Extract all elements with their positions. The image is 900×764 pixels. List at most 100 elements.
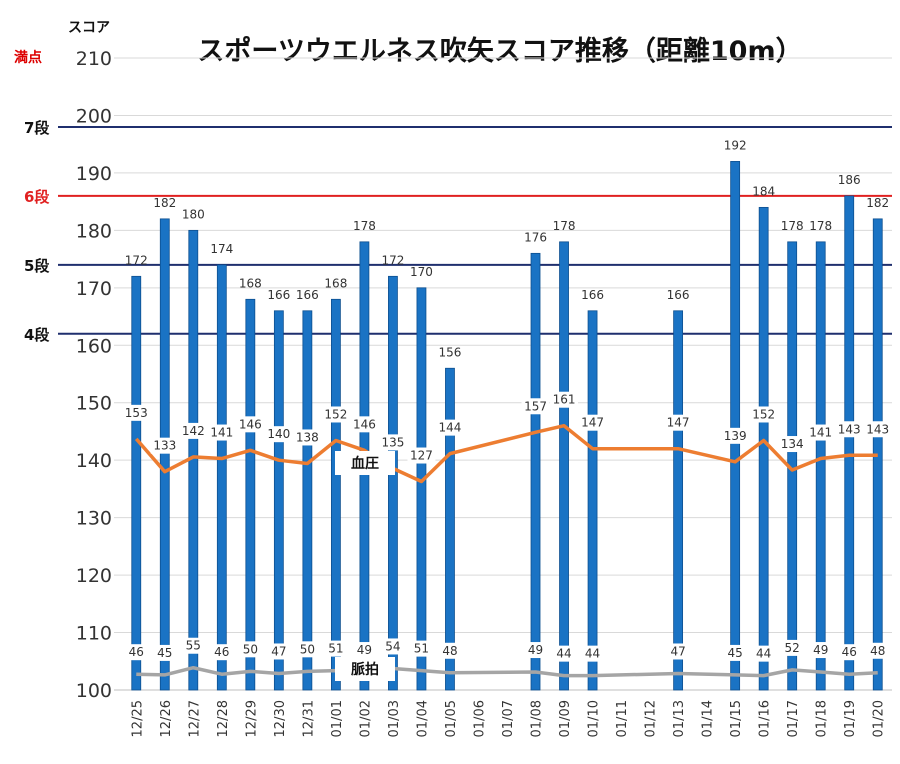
x-tick-label: 01/12 — [644, 700, 659, 737]
pulse-label: 51 — [328, 642, 343, 656]
pulse-label: 50 — [243, 642, 258, 656]
pulse-label-bg — [378, 638, 407, 655]
pulse-label: 44 — [556, 647, 571, 661]
score-bar — [131, 275, 142, 691]
y-axis-title: スコア — [68, 20, 110, 36]
score-bar-label: 182 — [153, 196, 176, 210]
score-bar-label: 178 — [553, 219, 576, 233]
pulse-label: 47 — [271, 644, 286, 658]
score-bar-label: 176 — [524, 230, 547, 244]
pulse-label-bg — [236, 641, 265, 658]
blood-pressure-label-bg — [378, 434, 407, 451]
blood-pressure-label: 153 — [125, 406, 148, 420]
blood-pressure-label-bg — [150, 437, 179, 454]
pulse-series: 46 45 55 46 50 47 50 51 49 54 51 48 49 44 44 47 45 44 52 49… — [122, 637, 892, 678]
pulse-label-bg — [350, 642, 379, 659]
blood-pressure-label-bg — [550, 391, 579, 408]
y-tick-label: 140 — [76, 450, 112, 472]
blood-pressure-label: 157 — [524, 399, 547, 413]
score-bar — [445, 367, 455, 691]
blood-pressure-label-bg — [207, 424, 236, 441]
pulse-label-bg — [264, 643, 293, 660]
score-bar-label: 166 — [581, 288, 604, 302]
blood-pressure-label: 147 — [581, 416, 604, 430]
pulse-label-bg — [150, 644, 179, 661]
pulse-label-bg — [778, 639, 807, 656]
blood-pressure-label-bg — [435, 419, 464, 436]
blood-pressure-label: 141 — [210, 426, 233, 440]
score-bar — [530, 252, 541, 691]
blood-pressure-label-bg — [236, 416, 265, 433]
x-tick-label: 01/16 — [758, 700, 773, 737]
pulse-label: 46 — [129, 645, 144, 659]
pulse-label-bg — [664, 643, 693, 660]
pulse-label: 49 — [813, 643, 828, 657]
pulse-label-bg — [207, 644, 236, 661]
blood-pressure-label: 138 — [296, 430, 319, 444]
blood-pressure-label-bg — [749, 406, 778, 423]
series-tag: 血圧 — [351, 455, 379, 472]
score-bar-label: 168 — [239, 276, 262, 290]
blood-pressure-label-bg — [521, 398, 550, 415]
pulse-label: 49 — [357, 643, 372, 657]
x-tick-label: 12/28 — [216, 700, 231, 737]
blood-pressure-label: 142 — [182, 424, 205, 438]
blood-pressure-label-bg — [778, 436, 807, 453]
score-bar — [330, 298, 341, 691]
blood-pressure-label: 152 — [324, 407, 347, 421]
blood-pressure-series: 153 133 142 141 146 140 138 152 146 135 127 144 157 1… — [122, 391, 892, 484]
pulse-label: 46 — [842, 645, 857, 659]
score-bar-label: 166 — [267, 288, 290, 302]
rank-label: 4段 — [24, 326, 49, 344]
pulse-label-bg — [179, 637, 208, 654]
score-bar — [216, 264, 227, 691]
blood-pressure-label: 141 — [809, 426, 832, 440]
score-bar — [673, 310, 684, 691]
score-bar — [730, 161, 741, 691]
pulse-label-bg — [321, 640, 350, 657]
blood-pressure-label: 127 — [410, 449, 433, 463]
blood-pressure-label-bg — [350, 416, 379, 433]
blood-pressure-label-bg — [264, 426, 293, 443]
score-bar — [815, 241, 826, 691]
y-tick-label: 130 — [76, 508, 112, 530]
blood-pressure-label: 146 — [239, 417, 262, 431]
score-bar-label: 166 — [667, 288, 690, 302]
blood-pressure-label: 144 — [439, 421, 462, 435]
y-tick-label: 160 — [76, 335, 112, 357]
blood-pressure-label: 161 — [553, 393, 576, 407]
pulse-label-bg — [435, 642, 464, 659]
score-bar-label: 172 — [381, 253, 404, 267]
pulse-label: 50 — [300, 642, 315, 656]
y-tick-label: 210 — [76, 48, 112, 70]
score-bar-label: 166 — [296, 288, 319, 302]
score-bar-label: 174 — [210, 242, 233, 256]
y-tick-label: 150 — [76, 393, 112, 415]
blood-pressure-label: 152 — [752, 407, 775, 421]
series-tag: 脈拍 — [351, 661, 379, 678]
y-tick-label: 100 — [76, 680, 112, 702]
y-tick-label: 120 — [76, 565, 112, 587]
x-tick-label: 12/26 — [159, 700, 174, 737]
score-bar — [245, 298, 256, 691]
pulse-label-bg — [721, 644, 750, 661]
series-tag-bg — [335, 451, 395, 475]
pulse-label: 49 — [528, 643, 543, 657]
pulse-label-bg — [835, 644, 864, 661]
score-bar — [758, 206, 769, 691]
y-tick-label: 200 — [76, 105, 112, 127]
blood-pressure-label-bg — [122, 404, 151, 421]
blood-pressure-line — [134, 423, 878, 484]
x-tick-label: 01/19 — [843, 700, 858, 737]
score-bar — [559, 241, 569, 691]
grid-lines — [114, 57, 892, 691]
pulse-label-bg — [749, 645, 778, 662]
chart-title: スポーツウエルネス吹矢スコア推移（距離10m） — [197, 35, 802, 67]
blood-pressure-label: 143 — [838, 422, 861, 436]
y-ticks: 100 110 120 130 140 150 160 170 180 190 200 210 — [76, 48, 112, 702]
y-tick-label: 110 — [76, 623, 112, 645]
x-tick-label: 01/09 — [558, 700, 573, 737]
blood-pressure-label-bg — [664, 414, 693, 431]
score-bar — [587, 310, 598, 691]
